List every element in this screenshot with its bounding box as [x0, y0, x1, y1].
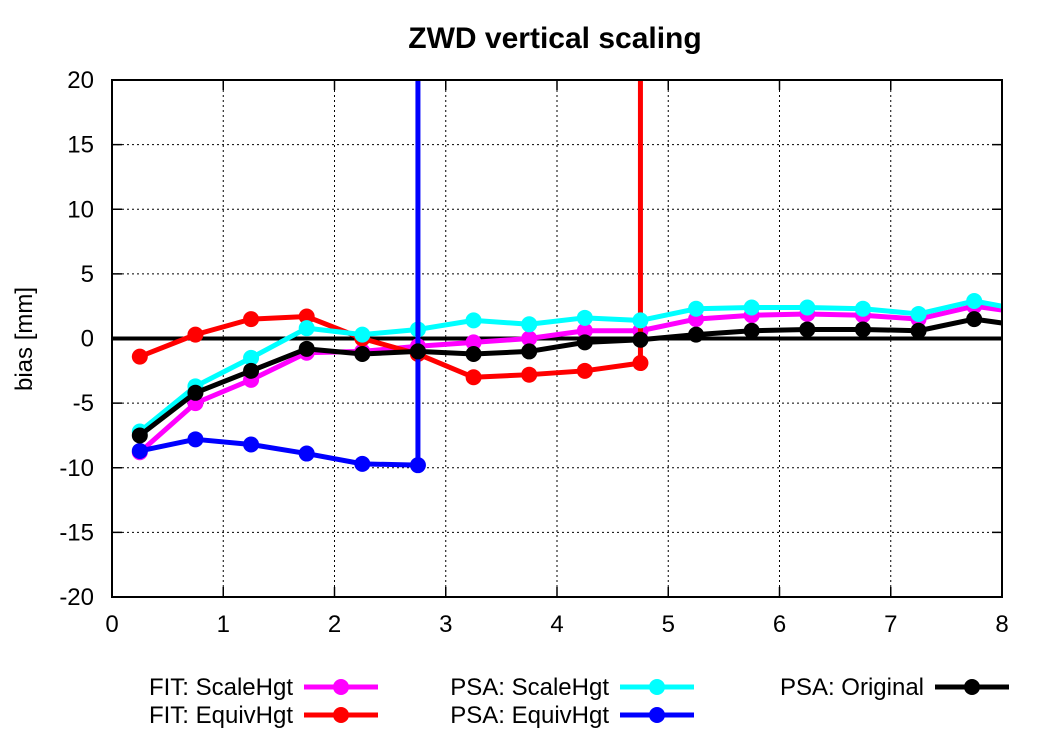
x-tick-label: 8 [995, 611, 1008, 638]
data-point [465, 346, 482, 363]
data-point [910, 322, 927, 339]
legend-label: FIT: ScaleHgt [149, 674, 293, 701]
series-line [138, 314, 641, 380]
data-point [632, 331, 649, 348]
data-point [854, 300, 871, 317]
data-point [131, 427, 148, 444]
data-point [521, 366, 538, 383]
series-psa-equivhgt [131, 80, 426, 474]
plot-series [131, 80, 1003, 474]
x-tick-label: 2 [328, 611, 341, 638]
data-point [576, 334, 593, 351]
series-psa-original [131, 311, 1003, 444]
data-point [243, 362, 260, 379]
data-point [243, 349, 260, 366]
data-point [966, 311, 983, 328]
legend-label: FIT: EquivHgt [149, 702, 293, 729]
legend-item-psa-equivhgt: PSA: EquivHgt [450, 702, 694, 729]
data-point [910, 305, 927, 322]
axis-ticks: 0 1 2 3 4 5 6 7 8 -20 -15 -10 -5 0 5 10 15 20 [59, 67, 1008, 638]
data-point [521, 343, 538, 360]
x-tick-label: 7 [884, 611, 897, 638]
data-point [187, 431, 204, 448]
legend-item-fit-equivhgt: FIT: EquivHgt [149, 702, 378, 729]
series-line [139, 436, 418, 468]
y-tick-label: -15 [59, 519, 94, 546]
legend-item-psa-original: PSA: Original [780, 674, 1009, 701]
y-tick-label: 15 [67, 132, 94, 159]
data-point [243, 436, 260, 453]
legend-swatch-point [333, 707, 349, 723]
legend-item-psa-scalehgt: PSA: ScaleHgt [450, 674, 694, 701]
data-point [298, 320, 315, 337]
data-point [743, 322, 760, 339]
data-point [465, 312, 482, 329]
y-tick-label: 5 [81, 261, 94, 288]
data-point [298, 340, 315, 357]
legend-label: PSA: EquivHgt [450, 702, 609, 729]
data-point [465, 334, 482, 351]
data-point [688, 300, 705, 317]
y-tick-label: 10 [67, 196, 94, 223]
data-point [688, 326, 705, 343]
data-point [576, 309, 593, 326]
series-psa-scalehgt [131, 293, 1003, 440]
data-point [521, 316, 538, 333]
data-point [799, 321, 816, 338]
data-point [131, 442, 148, 459]
data-point [409, 343, 426, 360]
data-point [243, 311, 260, 328]
data-point [576, 322, 593, 339]
data-point [187, 326, 204, 343]
x-tick-label: 4 [550, 611, 563, 638]
y-tick-label: -20 [59, 584, 94, 611]
data-point [576, 362, 593, 379]
data-point [409, 457, 426, 474]
data-point [354, 326, 371, 343]
data-point [465, 369, 482, 386]
data-point [354, 346, 371, 363]
x-tick-label: 5 [662, 611, 675, 638]
data-point [799, 299, 816, 316]
data-point [187, 384, 204, 401]
legend-item-fit-scalehgt: FIT: ScaleHgt [149, 674, 378, 701]
y-tick-label: 0 [81, 326, 94, 353]
data-point [966, 293, 983, 310]
data-point [521, 330, 538, 347]
legend-swatch-point [649, 707, 665, 723]
data-point [743, 299, 760, 316]
legend-swatch-point [333, 679, 349, 695]
data-point [298, 308, 315, 325]
x-tick-label: 6 [773, 611, 786, 638]
y-tick-label: -10 [59, 455, 94, 482]
x-tick-label: 0 [105, 611, 118, 638]
data-point [632, 312, 649, 329]
x-tick-label: 3 [439, 611, 452, 638]
data-point [854, 321, 871, 338]
data-point [298, 445, 315, 462]
legend-label: PSA: ScaleHgt [450, 674, 609, 701]
data-point [632, 355, 649, 372]
legend-swatch-point [649, 679, 665, 695]
legend-label: PSA: Original [780, 674, 924, 701]
chart-title: ZWD vertical scaling [408, 22, 701, 55]
data-point [354, 455, 371, 472]
y-tick-label: 20 [67, 67, 94, 94]
y-axis-label: bias [mm] [11, 287, 38, 391]
plot-frame [111, 79, 1003, 598]
legend-swatch-point [964, 679, 980, 695]
data-point [131, 348, 148, 365]
x-tick-label: 1 [217, 611, 230, 638]
y-tick-label: -5 [73, 390, 94, 417]
grid [112, 80, 1002, 597]
series-fit-scalehgt [131, 298, 1003, 461]
